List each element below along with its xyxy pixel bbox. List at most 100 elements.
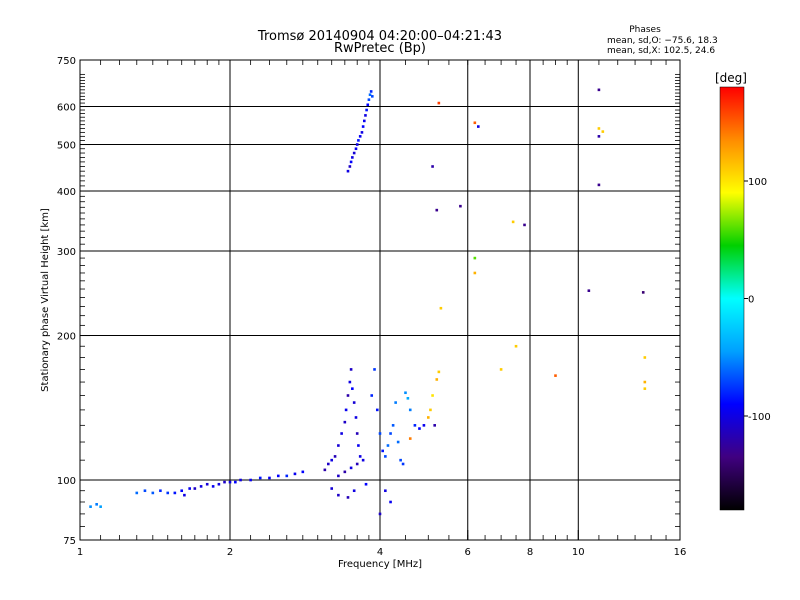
y-tick-labels: 75 100 200 300 400 500 600 750 <box>57 56 76 547</box>
data-point <box>143 489 147 493</box>
data-point <box>343 470 347 474</box>
data-point <box>268 476 271 480</box>
data-point <box>473 121 477 125</box>
data-point <box>459 204 462 208</box>
data-point <box>205 482 209 486</box>
data-point <box>389 432 392 435</box>
data-point <box>358 135 362 138</box>
data-point <box>159 489 162 493</box>
data-point <box>473 256 477 260</box>
data-point <box>351 156 354 159</box>
data-point <box>249 478 252 482</box>
data-point <box>523 223 526 227</box>
y-tick-label: 300 <box>57 247 76 258</box>
data-point <box>422 424 426 427</box>
data-point <box>337 444 340 447</box>
data-point <box>394 401 397 404</box>
data-point <box>217 482 221 486</box>
data-point <box>258 476 262 480</box>
x-axis-title: Frequency [MHz] <box>338 559 422 570</box>
data-point <box>367 98 371 101</box>
data-point <box>365 108 368 112</box>
data-point <box>188 487 191 490</box>
x-tick-label: 1 <box>77 547 83 558</box>
data-point <box>99 505 102 508</box>
y-axis-title: Stationary phase Virtual Height [km] <box>40 208 51 392</box>
data-point <box>435 208 439 212</box>
data-point <box>384 489 387 493</box>
data-point <box>301 470 305 474</box>
data-point <box>285 474 289 478</box>
data-point <box>180 489 184 493</box>
chart-title: Tromsø 20140904 04:20:00–04:21:43 <box>257 29 502 44</box>
data-point <box>151 491 155 495</box>
data-point <box>511 220 515 224</box>
x-tick-label: 10 <box>572 547 585 558</box>
data-point <box>378 432 382 435</box>
data-point <box>228 480 232 484</box>
data-point <box>352 151 356 155</box>
data-point <box>439 306 443 310</box>
y-tick-label: 600 <box>57 103 76 114</box>
data-point <box>173 491 177 495</box>
axis-ticks <box>79 59 681 541</box>
data-point <box>346 394 350 397</box>
data-point <box>343 420 347 424</box>
data-point <box>435 378 439 381</box>
data-point <box>355 462 359 466</box>
data-point <box>408 408 412 412</box>
x-tick-labels: 1 2 4 6 8 10 16 <box>77 547 687 558</box>
data-point <box>349 160 353 164</box>
data-point <box>323 468 327 472</box>
y-tick-label: 200 <box>57 332 76 343</box>
data-point <box>361 458 365 462</box>
data-point <box>406 397 410 400</box>
data-point <box>89 505 92 508</box>
data-point <box>348 380 352 384</box>
data-point <box>135 491 139 495</box>
grid-lines <box>80 60 680 540</box>
data-point <box>366 103 370 107</box>
data-point <box>437 370 441 374</box>
data-point <box>431 394 434 397</box>
data-point <box>362 119 366 123</box>
data-point <box>404 391 407 395</box>
data-point <box>386 444 390 447</box>
data-point <box>370 394 374 397</box>
data-point <box>426 416 430 419</box>
data-point <box>401 462 405 466</box>
data-point <box>166 491 170 495</box>
data-point <box>193 487 197 490</box>
data-point <box>368 93 372 96</box>
data-point <box>587 289 591 292</box>
data-point <box>354 147 358 151</box>
data-point <box>357 139 360 142</box>
data-point <box>431 165 434 168</box>
data-point <box>597 127 601 130</box>
data-point <box>223 480 226 484</box>
data-point <box>378 512 382 516</box>
data-point <box>369 90 373 93</box>
data-point <box>641 291 645 294</box>
data-point <box>354 416 358 419</box>
data-point <box>211 485 215 488</box>
data-point <box>554 374 557 377</box>
data-point <box>597 135 601 138</box>
data-point <box>333 455 337 458</box>
data-point <box>399 458 402 462</box>
colorbar <box>719 86 745 511</box>
data-point <box>391 424 395 427</box>
colorbar-unit-label: [deg] <box>715 71 747 85</box>
data-point <box>389 500 392 504</box>
data-point <box>340 432 343 435</box>
data-point <box>358 455 362 458</box>
data-point <box>346 496 350 499</box>
data-point <box>327 462 330 466</box>
y-tick-label: 75 <box>63 536 76 547</box>
data-point <box>349 466 353 470</box>
x-tick-label: 4 <box>377 547 383 558</box>
data-point <box>373 368 376 371</box>
data-point <box>348 165 352 168</box>
x-tick-label: 2 <box>227 547 233 558</box>
